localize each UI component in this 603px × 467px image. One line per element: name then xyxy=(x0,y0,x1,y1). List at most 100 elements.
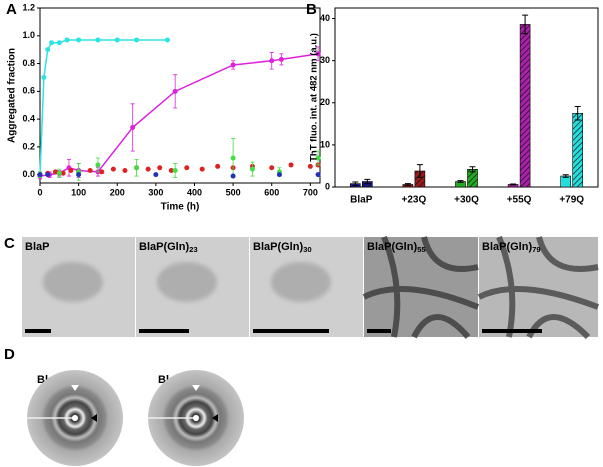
label: BlaP(Gln)30 xyxy=(253,241,312,254)
aggregate xyxy=(156,262,217,302)
data-point xyxy=(134,37,140,43)
aggregate xyxy=(42,262,103,302)
data-point xyxy=(249,166,255,172)
label-subscript: 23 xyxy=(189,245,198,254)
data-point xyxy=(64,37,70,43)
data-point xyxy=(230,173,236,179)
data-point xyxy=(76,172,82,178)
arrow-equatorial xyxy=(212,414,218,422)
series-line xyxy=(39,39,168,175)
label-subscript: 79 xyxy=(532,245,541,254)
y-tick-label: 20 xyxy=(320,97,330,107)
data-point xyxy=(49,40,55,46)
x-tick-label: +30Q xyxy=(454,195,479,206)
label: BlaP(Gln)79 xyxy=(482,241,541,254)
y-axis-label: Aggregated fraction xyxy=(7,48,18,143)
x-tick-label: 100 xyxy=(71,187,86,197)
error-bar xyxy=(562,174,569,178)
data-point xyxy=(56,40,62,46)
arrow-meridional xyxy=(192,385,200,391)
label-subscript: 55 xyxy=(417,245,426,254)
center xyxy=(193,415,199,421)
data-point xyxy=(315,51,321,57)
y-tick-label: 0.4 xyxy=(22,113,35,123)
data-point xyxy=(145,166,151,172)
center xyxy=(72,415,78,421)
micrograph xyxy=(362,235,480,339)
data-point xyxy=(68,168,74,173)
data-point xyxy=(45,47,51,53)
data-point xyxy=(276,172,282,178)
x-tick-label: +55Q xyxy=(507,195,532,206)
x-tick-label: 200 xyxy=(110,187,125,197)
label: BlaP(Gln)55 xyxy=(367,241,426,254)
y-tick-label: 1.0 xyxy=(22,30,35,40)
data-point xyxy=(37,172,43,178)
plot-frame xyxy=(334,7,599,188)
label-text: BlaP(Gln) xyxy=(367,241,417,253)
label-text: BlaP(Gln) xyxy=(253,241,303,253)
data-point xyxy=(134,165,140,171)
panel-letter: B xyxy=(306,1,317,18)
x-tick-label: 300 xyxy=(148,187,163,197)
error-bar xyxy=(416,164,423,178)
data-point xyxy=(315,155,321,161)
x-axis-label: Time (h) xyxy=(161,202,200,213)
error-bar xyxy=(574,106,581,121)
panel-letter: A xyxy=(6,1,17,18)
y-tick-label: 0.0 xyxy=(22,169,35,179)
data-point xyxy=(184,165,190,171)
micrograph xyxy=(22,237,135,337)
y-axis-label: ThT fluo. int. at 482 nm (a.u.) xyxy=(309,33,320,162)
error-bar xyxy=(522,14,529,35)
y-tick-label: 10 xyxy=(320,139,330,149)
data-point xyxy=(110,166,116,172)
label-text: BlaP(Gln) xyxy=(139,241,189,253)
data-point xyxy=(164,37,170,43)
error-bar xyxy=(469,166,476,173)
error-bar xyxy=(510,183,517,186)
x-tick-label: BlaP xyxy=(350,195,373,206)
bar xyxy=(519,24,531,188)
data-point xyxy=(76,37,82,43)
fibril xyxy=(477,235,600,340)
error-bar xyxy=(457,180,464,183)
error-bar xyxy=(404,183,411,186)
data-point xyxy=(45,172,51,178)
data-point xyxy=(288,162,294,168)
aggregate xyxy=(270,262,331,302)
data-point xyxy=(41,74,47,80)
micrograph-bg xyxy=(364,237,478,337)
micrograph xyxy=(250,237,363,337)
bar xyxy=(572,112,584,188)
data-point xyxy=(278,56,284,62)
panel-letter: C xyxy=(4,235,15,252)
data-point xyxy=(307,163,313,169)
data-point xyxy=(99,169,105,175)
data-point xyxy=(52,169,58,175)
data-point xyxy=(60,170,66,176)
x-tick-label: 0 xyxy=(37,187,42,197)
y-tick-label: 1.2 xyxy=(22,2,35,12)
data-point xyxy=(56,170,62,176)
arrow-equatorial xyxy=(91,414,97,422)
error-bar xyxy=(364,178,371,185)
plot-frame xyxy=(39,7,321,184)
data-point xyxy=(172,168,178,173)
x-tick-label: +23Q xyxy=(402,195,427,206)
data-point xyxy=(157,165,163,171)
y-tick-label: 40 xyxy=(320,13,330,23)
data-point xyxy=(230,155,236,161)
data-point xyxy=(168,168,174,173)
panel-letter: D xyxy=(4,346,15,363)
label-subscript: 30 xyxy=(303,245,312,254)
data-point xyxy=(269,58,275,64)
arrow-meridional xyxy=(71,385,79,391)
x-tick-label: 600 xyxy=(264,187,279,197)
micrograph xyxy=(136,237,249,337)
x-tick-label: 700 xyxy=(303,187,318,197)
data-point xyxy=(122,168,128,173)
data-point xyxy=(130,124,136,130)
y-tick-label: 30 xyxy=(320,55,330,65)
data-point xyxy=(95,162,101,168)
